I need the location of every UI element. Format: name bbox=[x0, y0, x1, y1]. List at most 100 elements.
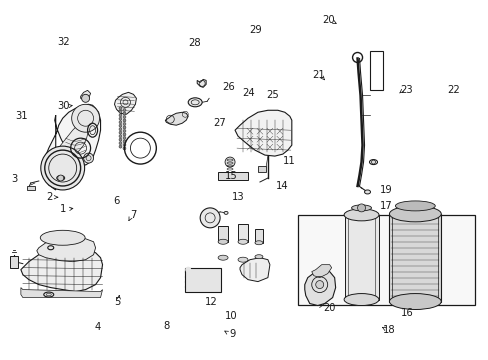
Polygon shape bbox=[21, 288, 102, 298]
Polygon shape bbox=[235, 110, 291, 156]
Circle shape bbox=[119, 138, 122, 141]
Text: 15: 15 bbox=[224, 171, 237, 181]
Ellipse shape bbox=[388, 293, 440, 310]
Text: 6: 6 bbox=[113, 196, 120, 206]
Circle shape bbox=[122, 133, 126, 136]
Circle shape bbox=[122, 147, 126, 150]
Polygon shape bbox=[37, 238, 95, 262]
Circle shape bbox=[119, 121, 122, 124]
Text: 27: 27 bbox=[212, 118, 225, 128]
Text: 14: 14 bbox=[276, 181, 288, 192]
Circle shape bbox=[224, 157, 235, 167]
Text: 10: 10 bbox=[224, 311, 237, 321]
Text: 30: 30 bbox=[57, 102, 69, 112]
Text: 22: 22 bbox=[447, 85, 459, 95]
Circle shape bbox=[83, 153, 93, 163]
Text: 16: 16 bbox=[401, 308, 413, 318]
Ellipse shape bbox=[44, 292, 54, 297]
Polygon shape bbox=[304, 270, 335, 306]
Text: 26: 26 bbox=[222, 82, 235, 93]
Bar bbox=[258, 166, 265, 172]
Polygon shape bbox=[42, 104, 101, 190]
Ellipse shape bbox=[57, 176, 64, 180]
Text: 28: 28 bbox=[188, 38, 201, 48]
Polygon shape bbox=[58, 120, 88, 156]
Bar bbox=[185, 268, 221, 292]
Circle shape bbox=[122, 122, 126, 126]
Ellipse shape bbox=[388, 206, 440, 222]
Circle shape bbox=[122, 119, 126, 122]
Circle shape bbox=[119, 114, 122, 117]
Circle shape bbox=[122, 143, 126, 147]
Text: 23: 23 bbox=[399, 85, 412, 95]
Bar bbox=[388, 214, 440, 302]
Ellipse shape bbox=[395, 201, 434, 211]
Circle shape bbox=[119, 128, 122, 131]
Text: 11: 11 bbox=[283, 156, 295, 166]
Bar bbox=[27, 186, 35, 190]
Ellipse shape bbox=[351, 205, 371, 211]
Circle shape bbox=[122, 130, 126, 132]
Text: 24: 24 bbox=[242, 88, 254, 98]
Circle shape bbox=[185, 267, 191, 273]
Bar bbox=[218, 226, 227, 242]
Text: 17: 17 bbox=[379, 201, 391, 211]
Ellipse shape bbox=[254, 241, 263, 245]
Text: 18: 18 bbox=[383, 325, 395, 335]
Text: 20: 20 bbox=[321, 15, 334, 26]
Text: 31: 31 bbox=[15, 111, 28, 121]
Circle shape bbox=[81, 94, 89, 102]
Ellipse shape bbox=[218, 255, 227, 260]
Circle shape bbox=[119, 124, 122, 127]
Circle shape bbox=[119, 110, 122, 113]
Circle shape bbox=[58, 175, 63, 181]
Circle shape bbox=[315, 280, 323, 289]
Polygon shape bbox=[81, 90, 90, 100]
Ellipse shape bbox=[188, 98, 202, 107]
Polygon shape bbox=[21, 248, 102, 292]
Ellipse shape bbox=[364, 190, 370, 194]
Ellipse shape bbox=[254, 255, 263, 259]
Text: 8: 8 bbox=[163, 321, 169, 331]
Circle shape bbox=[119, 131, 122, 134]
Ellipse shape bbox=[344, 293, 378, 306]
Text: 1: 1 bbox=[60, 204, 66, 215]
Circle shape bbox=[72, 104, 100, 132]
Ellipse shape bbox=[218, 239, 227, 244]
Circle shape bbox=[119, 145, 122, 148]
Circle shape bbox=[122, 116, 126, 118]
Bar bbox=[369, 50, 383, 90]
Text: 2: 2 bbox=[46, 192, 53, 202]
Ellipse shape bbox=[238, 239, 247, 244]
Bar bbox=[238, 224, 247, 242]
Polygon shape bbox=[240, 258, 269, 282]
Text: 9: 9 bbox=[229, 329, 235, 339]
Circle shape bbox=[122, 126, 126, 129]
Text: 13: 13 bbox=[232, 192, 244, 202]
Text: 3: 3 bbox=[11, 174, 17, 184]
Ellipse shape bbox=[224, 211, 227, 214]
Text: 5: 5 bbox=[114, 297, 121, 307]
Bar bbox=[10, 256, 18, 268]
Circle shape bbox=[122, 136, 126, 139]
Text: 19: 19 bbox=[379, 185, 391, 195]
Circle shape bbox=[371, 160, 375, 164]
Ellipse shape bbox=[238, 257, 247, 262]
Polygon shape bbox=[197, 80, 206, 87]
Bar bbox=[218, 172, 247, 180]
Text: 4: 4 bbox=[94, 322, 101, 332]
Text: 29: 29 bbox=[248, 25, 261, 35]
Text: 20: 20 bbox=[323, 302, 335, 312]
Circle shape bbox=[200, 208, 220, 228]
Bar bbox=[254, 229, 263, 243]
Circle shape bbox=[119, 141, 122, 145]
Polygon shape bbox=[165, 112, 188, 125]
Text: 25: 25 bbox=[266, 90, 279, 100]
Text: 7: 7 bbox=[130, 210, 136, 220]
Text: 32: 32 bbox=[57, 37, 69, 47]
Circle shape bbox=[357, 204, 365, 212]
Circle shape bbox=[122, 108, 126, 112]
Circle shape bbox=[119, 107, 122, 110]
Text: 12: 12 bbox=[204, 297, 217, 307]
Circle shape bbox=[41, 146, 84, 190]
